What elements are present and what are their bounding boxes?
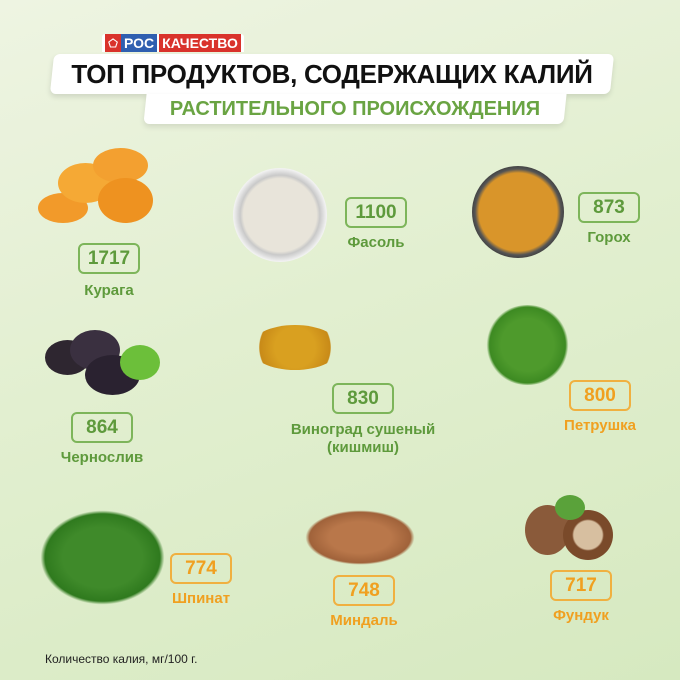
page-subtitle: РАСТИТЕЛЬНОГО ПРОИСХОЖДЕНИЯ	[169, 98, 541, 120]
roskachestvo-logo: ⬠ РОС КАЧЕСТВО	[102, 34, 244, 52]
label-kuraga: Курага	[84, 282, 134, 299]
label-funduk: Фундук	[553, 607, 609, 624]
apricot-image	[38, 148, 163, 228]
label-izyum-2: (кишмиш)	[326, 439, 400, 456]
label-gorokh: Горох	[587, 229, 631, 246]
footnote: Количество калия, мг/100 г.	[45, 652, 198, 666]
label-izyum: Виноград сушеный	[290, 421, 436, 438]
value-badge-funduk: 717	[550, 570, 612, 601]
label-fasol: Фасоль	[347, 234, 405, 251]
value-badge-fasol: 1100	[345, 197, 407, 228]
prunes-image	[45, 330, 165, 400]
beans-image	[233, 168, 327, 262]
label-chernosliv: Чернослив	[60, 449, 144, 466]
page-title: ТОП ПРОДУКТОВ, СОДЕРЖАЩИХ КАЛИЙ	[71, 59, 593, 89]
value-badge-chernosliv: 864	[71, 412, 133, 443]
label-shpinat: Шпинат	[171, 590, 231, 607]
logo-kachestvo: КАЧЕСТВО	[159, 34, 241, 52]
spinach-image	[35, 505, 170, 615]
value-badge-mindal: 748	[333, 575, 395, 606]
label-petrushka: Петрушка	[564, 417, 636, 434]
hazelnut-image	[525, 495, 620, 565]
value-badge-shpinat: 774	[170, 553, 232, 584]
label-mindal: Миндаль	[330, 612, 398, 629]
almonds-image	[300, 505, 420, 570]
peas-image	[472, 166, 564, 258]
pentagon-icon: ⬠	[105, 34, 121, 52]
parsley-image	[455, 305, 575, 390]
raisins-image	[245, 315, 345, 380]
value-badge-kuraga: 1717	[78, 243, 140, 274]
value-badge-gorokh: 873	[578, 192, 640, 223]
value-badge-izyum: 830	[332, 383, 394, 414]
value-badge-petrushka: 800	[569, 380, 631, 411]
logo-ros: РОС	[121, 34, 158, 52]
